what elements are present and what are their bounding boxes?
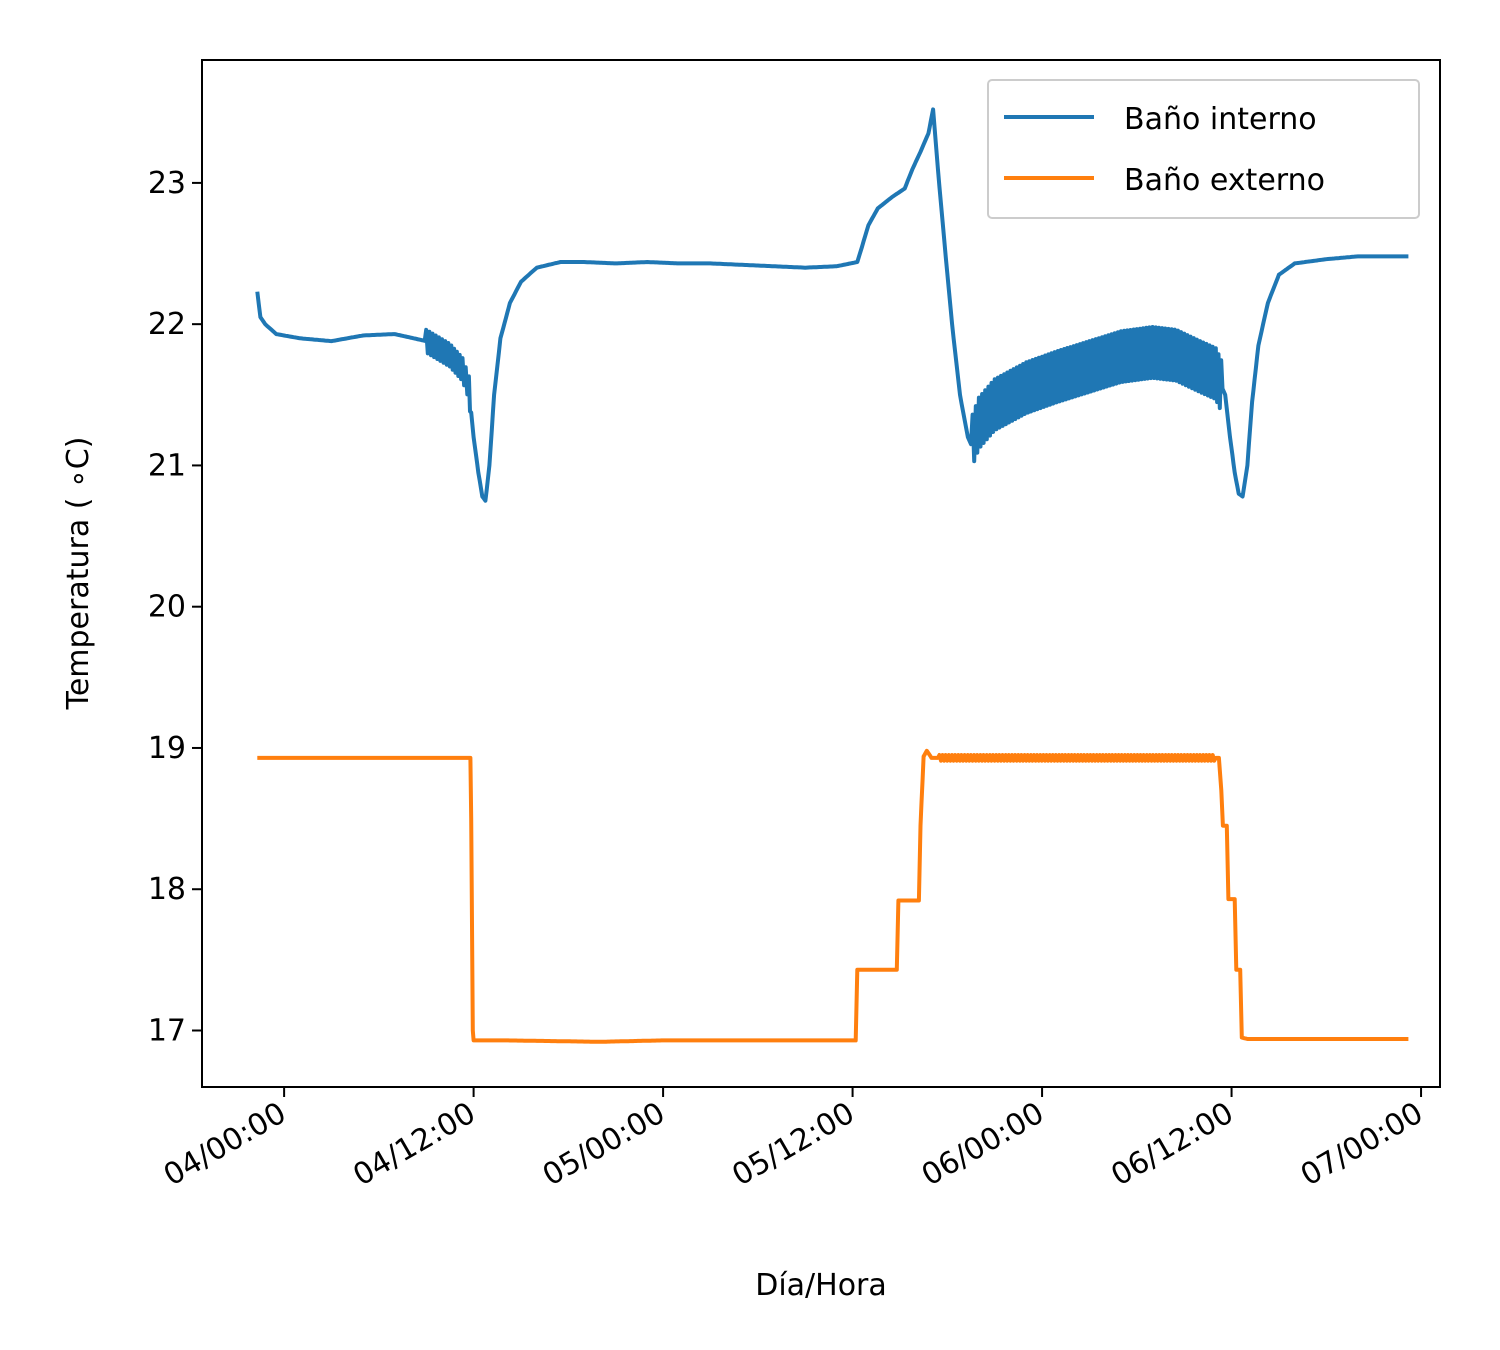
legend-label-bano-externo: Baño externo <box>1124 163 1325 198</box>
y-tick-label: 23 <box>148 166 186 201</box>
legend: Baño interno Baño externo <box>987 79 1420 219</box>
y-axis: 17 18 19 20 21 22 23 <box>148 166 202 1048</box>
series-line-bano-externo <box>256 748 1409 1044</box>
x-axis-label: Día/Hora <box>755 1268 887 1303</box>
series-layer <box>255 107 1409 1044</box>
y-axis-label: Temperatura ( ∘C) <box>61 437 96 711</box>
y-tick-label: 20 <box>148 590 186 625</box>
y-tick-label: 18 <box>148 872 186 907</box>
legend-box <box>987 79 1420 219</box>
y-tick-label: 17 <box>148 1013 186 1048</box>
y-tick-label: 19 <box>148 731 186 766</box>
y-tick-label: 21 <box>148 448 186 483</box>
legend-label-bano-interno: Baño interno <box>1124 102 1317 137</box>
y-tick-label: 22 <box>148 307 186 342</box>
plot-frame <box>201 59 1441 1088</box>
series-line-bano-interno <box>255 107 1409 503</box>
